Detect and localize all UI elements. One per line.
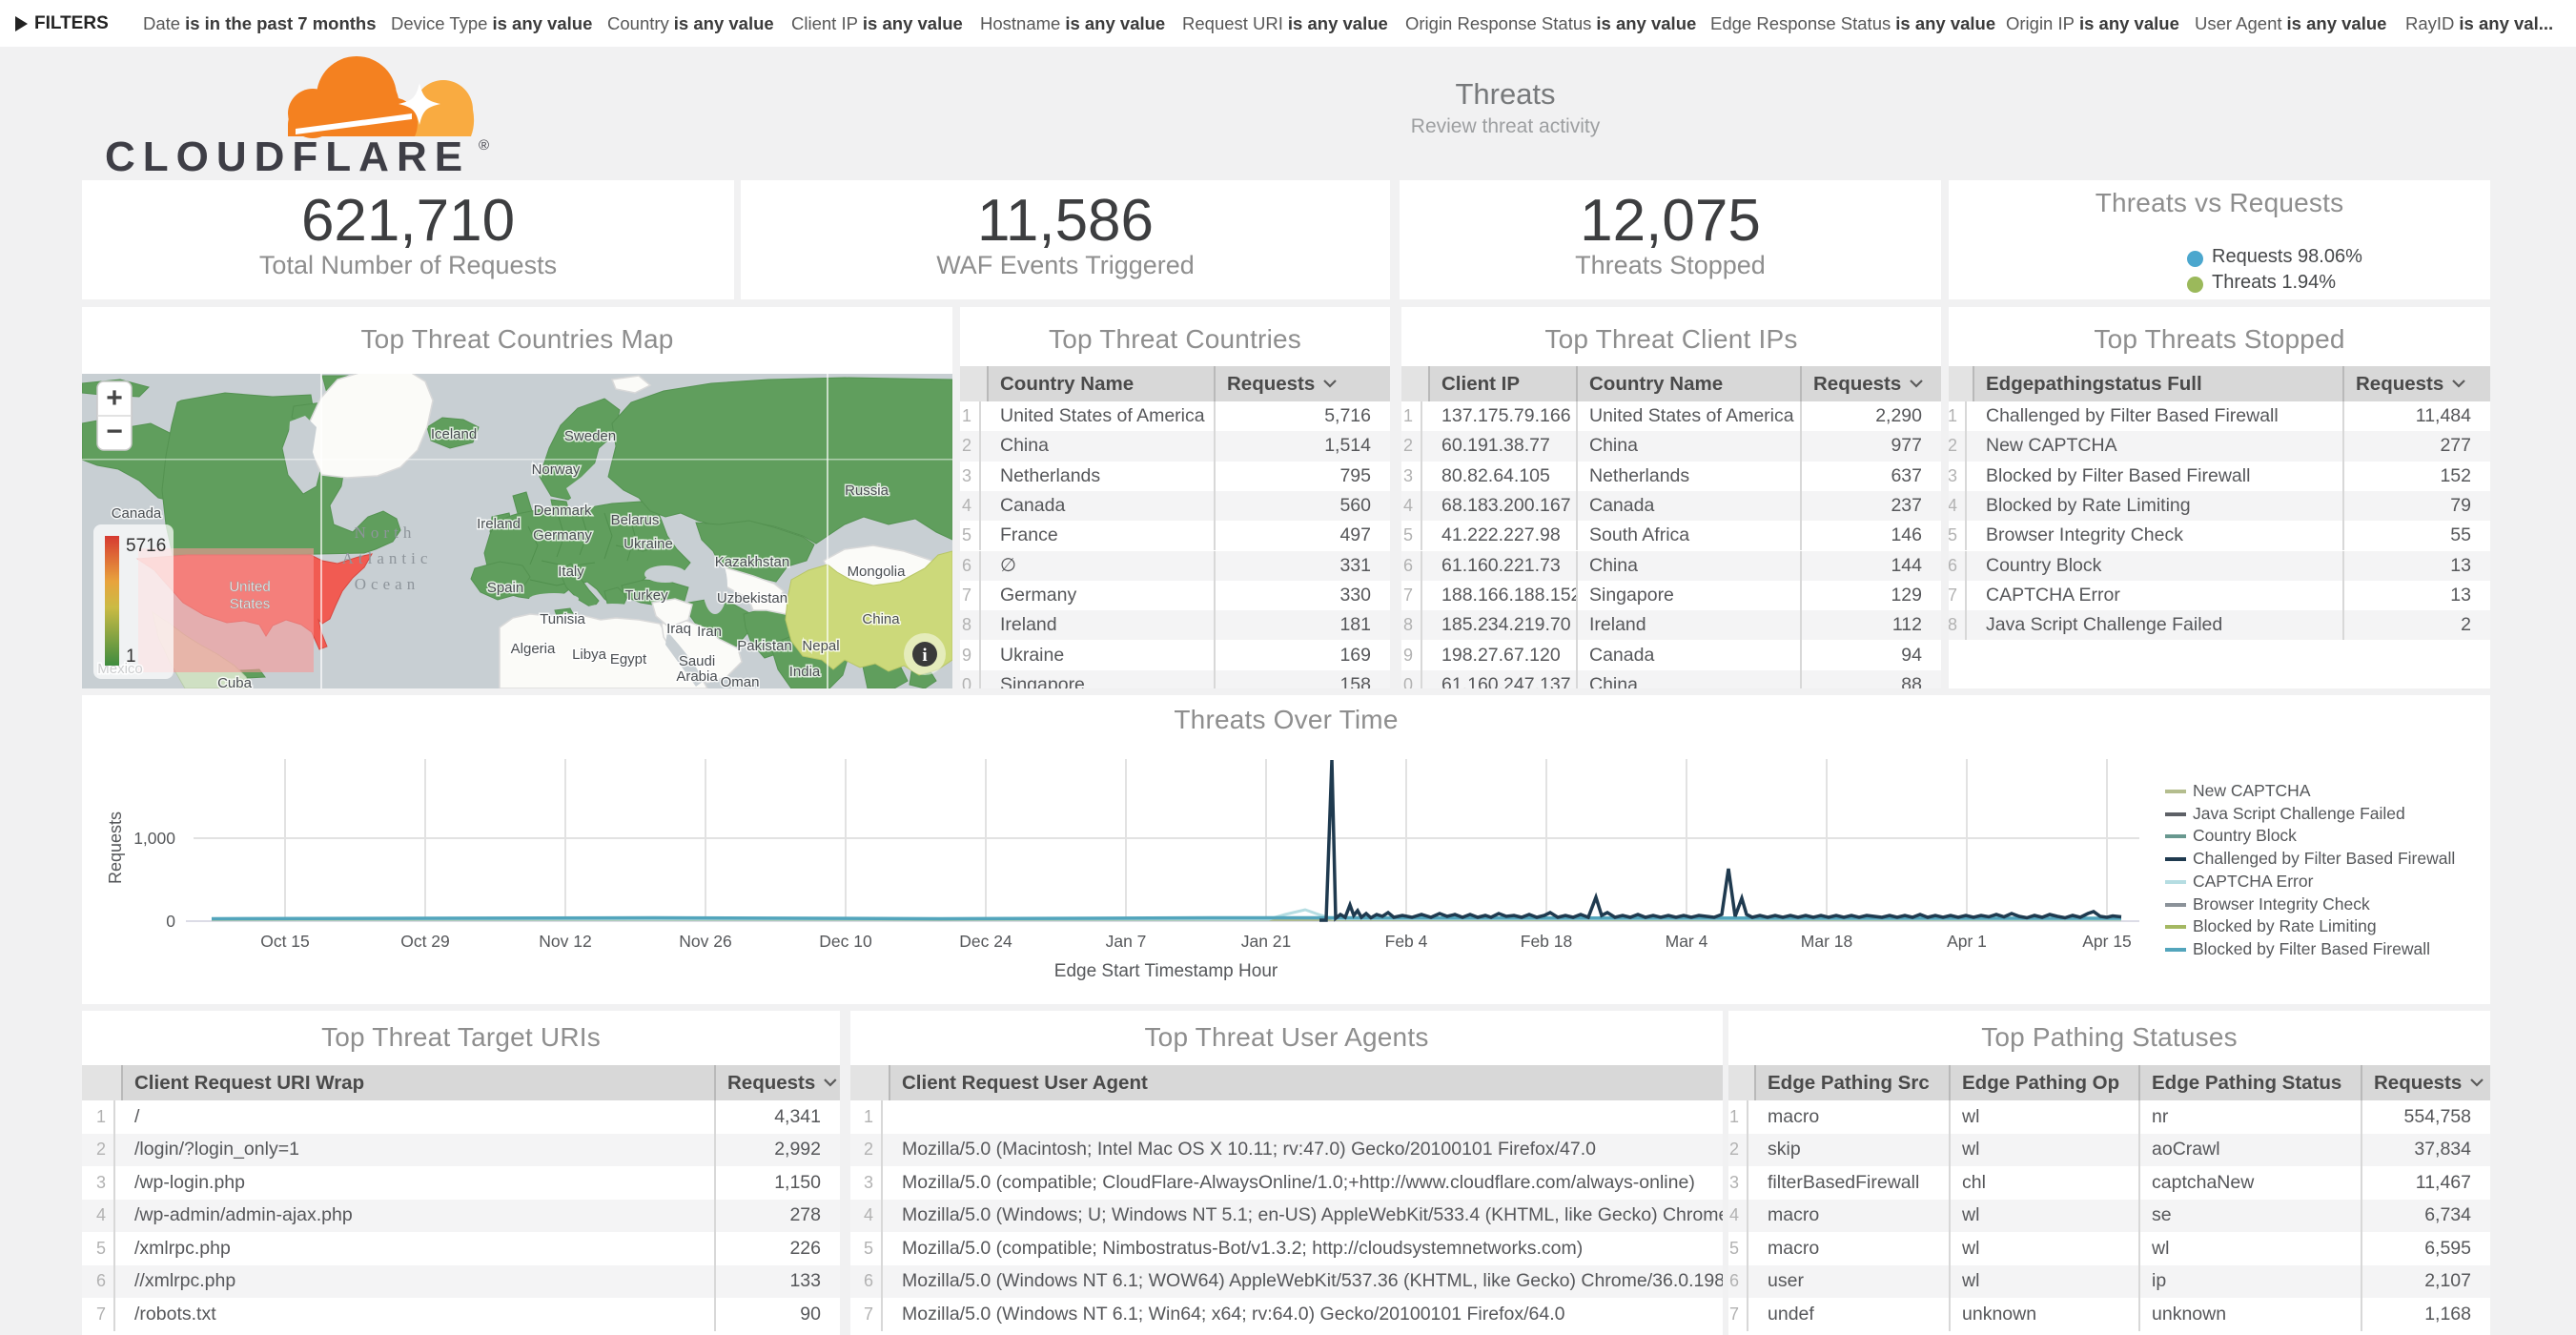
svg-text:Ireland: Ireland (477, 516, 521, 532)
svg-text:−: − (106, 416, 123, 447)
svg-text:Canada: Canada (112, 505, 162, 522)
svg-text:Mongolia: Mongolia (848, 564, 907, 580)
svg-text:Arabia: Arabia (676, 668, 718, 685)
svg-text:Sweden: Sweden (564, 428, 616, 444)
svg-text:Russia: Russia (845, 483, 889, 499)
svg-text:North: North (355, 524, 417, 542)
svg-text:Kazakhstan: Kazakhstan (715, 554, 789, 570)
svg-text:®: ® (479, 137, 489, 154)
svg-text:i: i (922, 646, 927, 666)
svg-text:Saudi: Saudi (679, 653, 715, 669)
svg-text:Italy: Italy (558, 564, 584, 580)
svg-text:Oman: Oman (721, 674, 760, 688)
svg-text:Belarus: Belarus (611, 512, 660, 528)
svg-text:Pakistan: Pakistan (737, 638, 792, 654)
svg-text:Ukraine: Ukraine (624, 536, 673, 552)
svg-text:Iran: Iran (697, 624, 722, 640)
svg-text:Ocean: Ocean (355, 575, 419, 593)
svg-text:Atlantic: Atlantic (342, 549, 433, 567)
svg-text:Turkey: Turkey (624, 587, 668, 604)
svg-text:1: 1 (126, 647, 136, 667)
svg-text:Spain: Spain (487, 580, 523, 596)
svg-text:Tunisia: Tunisia (540, 611, 585, 627)
svg-text:China: China (862, 611, 900, 627)
svg-text:Norway: Norway (532, 462, 581, 478)
svg-text:Nepal: Nepal (802, 638, 839, 654)
svg-text:India: India (789, 664, 821, 680)
svg-text:Algeria: Algeria (511, 641, 556, 657)
svg-text:Denmark: Denmark (534, 503, 592, 519)
svg-text:Iraq: Iraq (666, 621, 691, 637)
svg-text:Egypt: Egypt (610, 651, 647, 668)
svg-text:+: + (106, 382, 123, 414)
svg-text:States: States (230, 596, 271, 612)
svg-text:Cuba: Cuba (217, 675, 253, 688)
svg-text:Germany: Germany (533, 527, 592, 544)
svg-text:Uzbekistan: Uzbekistan (717, 590, 787, 606)
svg-text:CLOUDFLARE: CLOUDFLARE (105, 134, 470, 178)
svg-text:Iceland: Iceland (431, 426, 477, 442)
svg-text:5716: 5716 (126, 536, 166, 556)
svg-text:United: United (229, 579, 270, 595)
svg-text:Libya: Libya (572, 647, 607, 663)
